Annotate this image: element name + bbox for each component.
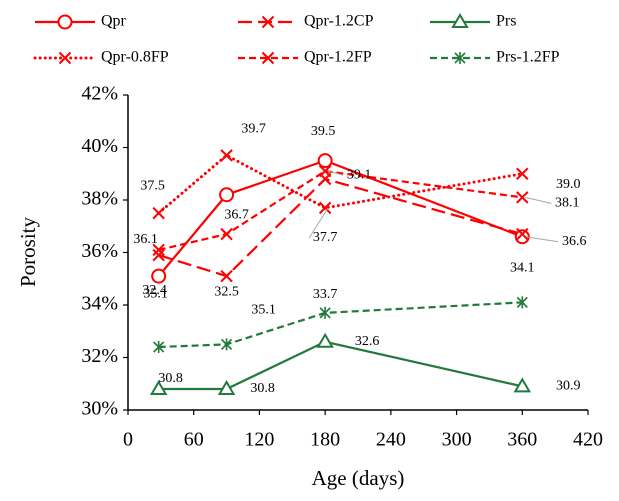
marker: [516, 227, 529, 241]
x-tick-label: 300: [442, 429, 472, 451]
marker: [151, 268, 167, 284]
marker: [316, 332, 334, 348]
y-tick-label: 30%: [81, 398, 118, 420]
x-axis-title: Age (days): [312, 466, 405, 490]
value-label: 36.1: [133, 232, 158, 247]
marker: [451, 13, 469, 28]
y-tick-label: 38%: [81, 188, 118, 210]
value-label: 39.5: [311, 124, 336, 139]
legend-label: Qpr: [101, 13, 127, 30]
leader-line: [525, 196, 552, 204]
marker: [220, 269, 233, 283]
y-tick-label: 34%: [81, 293, 118, 315]
legend-item: Qpr-1.2CP: [238, 13, 374, 30]
leader-line: [525, 236, 559, 243]
x-tick-label: 60: [184, 429, 204, 451]
value-label: 30.8: [158, 371, 183, 386]
value-label: 36.6: [562, 234, 587, 249]
marker: [514, 229, 530, 245]
marker: [261, 15, 275, 29]
value-label: 35.1: [143, 286, 168, 301]
series-line: [157, 159, 523, 277]
marker: [318, 201, 332, 215]
value-label: 39.1: [347, 167, 372, 182]
legend-item: Qpr-0.8FP: [33, 49, 169, 66]
marker: [513, 377, 532, 393]
value-label: 38.1: [555, 196, 580, 211]
leader-line: [308, 207, 329, 239]
marker: [57, 14, 73, 30]
marker: [153, 341, 165, 353]
value-label: 32.4: [142, 283, 167, 298]
series-line: [158, 177, 523, 278]
leader-line: [328, 170, 344, 176]
value-label: 35.1: [251, 302, 276, 317]
marker: [261, 51, 275, 65]
value-label: 32.6: [355, 334, 380, 349]
value-label: 32.5: [214, 285, 239, 300]
marker: [152, 243, 165, 257]
value-label: 39.7: [241, 122, 266, 137]
marker: [220, 149, 233, 162]
legend-label: Qpr-1.2FP: [304, 49, 372, 66]
marker: [152, 248, 165, 262]
marker: [516, 167, 529, 180]
value-label: 37.7: [313, 230, 338, 245]
legend-label: Prs: [496, 13, 516, 30]
x-tick-label: 180: [310, 429, 340, 451]
y-axis-title: Porosity: [16, 216, 40, 287]
legend-item: Qpr-1.2FP: [238, 49, 372, 66]
x-tick-label: 360: [507, 429, 537, 451]
marker: [516, 296, 528, 309]
series-line: [157, 153, 524, 215]
x-tick-label: 120: [244, 429, 274, 451]
legend-item: Prs: [430, 13, 516, 30]
marker: [319, 306, 331, 319]
series-line: [158, 169, 523, 251]
marker: [221, 338, 233, 351]
legend-item: Qpr: [35, 13, 127, 30]
value-label: 34.1: [510, 261, 535, 276]
legend-label: Qpr-1.2CP: [304, 13, 374, 30]
marker: [317, 153, 333, 169]
marker: [516, 191, 529, 204]
x-tick-label: 420: [573, 429, 603, 451]
value-label: 33.7: [313, 287, 338, 302]
y-tick-label: 36%: [81, 240, 118, 262]
marker: [58, 51, 72, 65]
y-tick-label: 32%: [81, 345, 118, 367]
marker: [220, 227, 233, 241]
legend-label: Prs-1.2FP: [496, 49, 560, 66]
value-label: 30.9: [556, 379, 581, 394]
legend-label: Qpr-0.8FP: [101, 49, 169, 66]
series-line: [158, 301, 523, 349]
y-tick-label: 40%: [81, 135, 118, 157]
marker: [219, 187, 235, 203]
marker: [149, 380, 168, 395]
x-tick-label: 0: [123, 429, 133, 451]
marker: [454, 52, 466, 64]
value-label: 39.0: [556, 177, 581, 192]
marker: [318, 164, 332, 178]
value-label: 37.5: [140, 178, 165, 193]
y-tick-label: 42%: [81, 83, 118, 105]
marker: [152, 206, 165, 220]
value-label: 36.7: [224, 207, 249, 222]
series-line: [158, 340, 523, 391]
value-label: 30.8: [250, 381, 275, 396]
x-tick-label: 240: [376, 429, 406, 451]
legend-item: Prs-1.2FP: [430, 49, 560, 66]
marker: [217, 380, 236, 395]
